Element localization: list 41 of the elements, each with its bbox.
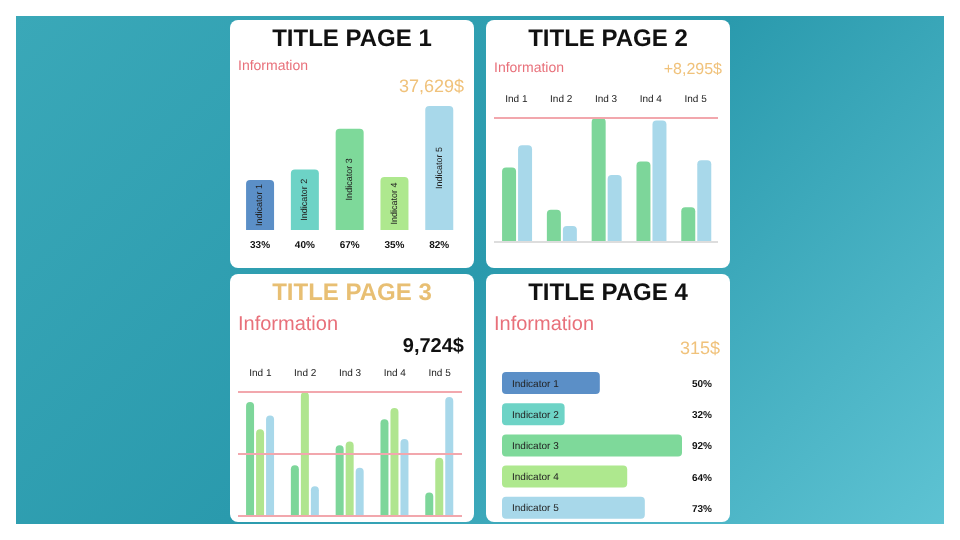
chart-title: TITLE PAGE 1 [270,24,434,52]
bar [400,439,409,516]
bar [335,445,344,516]
bar [562,225,577,242]
bar [425,492,434,516]
bar [390,408,399,516]
bar [502,496,645,519]
bar [335,128,364,230]
chart-subtitle: Information [238,314,339,336]
bar [310,486,319,516]
bar [502,434,682,457]
bar [445,396,454,516]
bar [246,401,255,516]
bar [697,160,712,242]
bar [502,167,517,242]
bar [652,120,667,242]
bar [518,145,533,242]
bar [502,372,600,394]
bar [591,118,606,242]
chart-subtitle: Information [494,314,595,336]
chart-title: TITLE PAGE 4 [526,278,690,306]
bar [300,392,309,516]
bar [502,465,628,488]
chart-title: TITLE PAGE 2 [526,24,690,52]
bar [290,465,299,516]
text: 315$ [677,336,722,360]
bar [380,419,389,516]
chart-title: TITLE PAGE 3 [270,278,434,306]
bar [636,161,651,242]
text: 9,724$ [400,336,466,360]
bar [425,106,454,230]
bar [256,429,265,516]
bar [681,207,696,242]
text: +8,295$ [663,60,722,78]
bar [355,467,364,516]
bar [435,457,444,516]
bar [266,415,275,516]
bar [546,209,561,242]
text: 37,629$ [396,74,466,98]
bar [607,175,622,242]
bar [345,441,354,516]
